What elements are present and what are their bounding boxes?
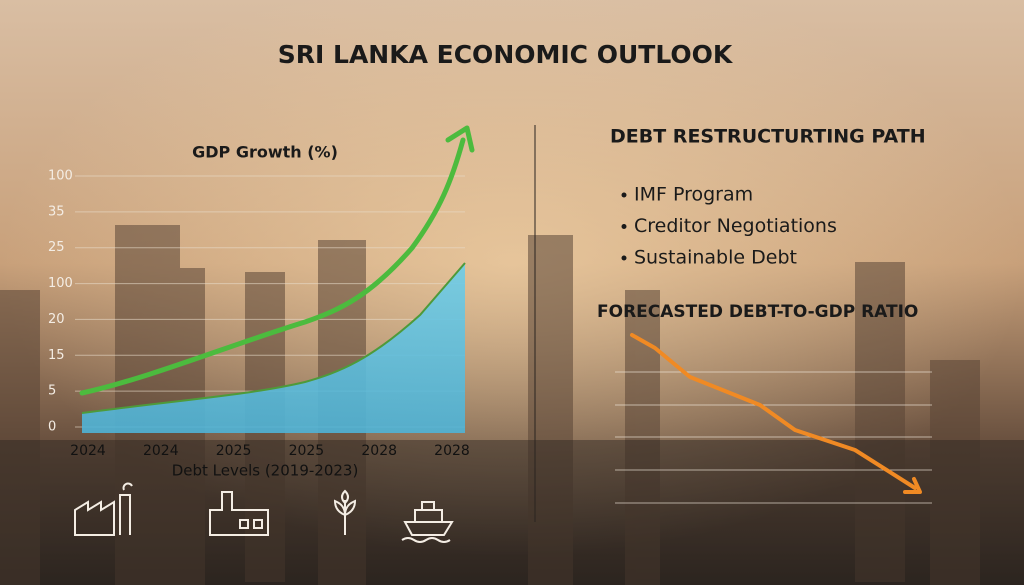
heading: DEBT RESTRUCTURTING PATH xyxy=(610,126,926,148)
bullet-dot xyxy=(621,224,627,229)
arrow-head xyxy=(903,477,922,494)
y-tick-label: 0 xyxy=(48,420,56,435)
y-tick-label: 5 xyxy=(48,384,56,399)
arrow-head xyxy=(445,125,475,153)
bullet-dot xyxy=(621,192,627,198)
debt-line xyxy=(630,333,917,490)
bullet-text: Creditor Negotiations xyxy=(634,215,837,237)
y-tick-label: 20 xyxy=(48,312,65,327)
y-tick-label: 15 xyxy=(48,348,65,363)
x-axis-title: Debt Levels (2019-2023) xyxy=(172,462,359,480)
x-tick-label: 2025 xyxy=(216,443,252,459)
y-tick-label: 100 xyxy=(48,276,73,291)
ground xyxy=(0,440,1024,585)
y-tick-label: 100 xyxy=(48,169,73,184)
bullet-text: Sustainable Debt xyxy=(634,247,797,269)
area xyxy=(82,263,465,433)
chart-title: GDP Growth (%) xyxy=(192,143,338,162)
x-tick-label: 2028 xyxy=(361,443,397,459)
x-tick-label: 2024 xyxy=(143,443,179,459)
crop-icon xyxy=(333,489,357,535)
icons xyxy=(74,482,454,543)
ship-icon xyxy=(401,501,454,543)
area-edge xyxy=(81,262,466,414)
x-axis: 2024 2024 2025 2025 2028 2028 xyxy=(70,443,470,459)
y-tick-label: 35 xyxy=(48,204,65,219)
grid xyxy=(615,371,932,504)
factory-icon xyxy=(74,482,133,536)
industry-icon xyxy=(209,491,269,536)
grid xyxy=(75,175,465,428)
title: SRI LANKA ECONOMIC OUTLOOK xyxy=(278,40,734,69)
chart-title: FORECASTED DEBT-TO-GDP RATIO xyxy=(597,302,918,322)
y-tick-label: 25 xyxy=(48,240,65,255)
bullet-text: IMF Program xyxy=(634,184,753,206)
y-axis: 100 35 25 100 20 15 5 0 xyxy=(48,169,73,435)
bullet-list: IMF Program Creditor Negotiations Sustaina… xyxy=(621,184,837,269)
x-tick-label: 2025 xyxy=(289,443,325,459)
x-tick-label: 2024 xyxy=(70,443,106,459)
bullet-dot xyxy=(621,255,627,261)
growth-line xyxy=(79,137,466,396)
x-tick-label: 2028 xyxy=(434,443,470,459)
